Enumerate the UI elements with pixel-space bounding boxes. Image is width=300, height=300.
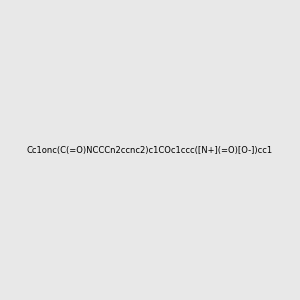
Text: Cc1onc(C(=O)NCCCn2ccnc2)c1COc1ccc([N+](=O)[O-])cc1: Cc1onc(C(=O)NCCCn2ccnc2)c1COc1ccc([N+](=… <box>27 146 273 154</box>
